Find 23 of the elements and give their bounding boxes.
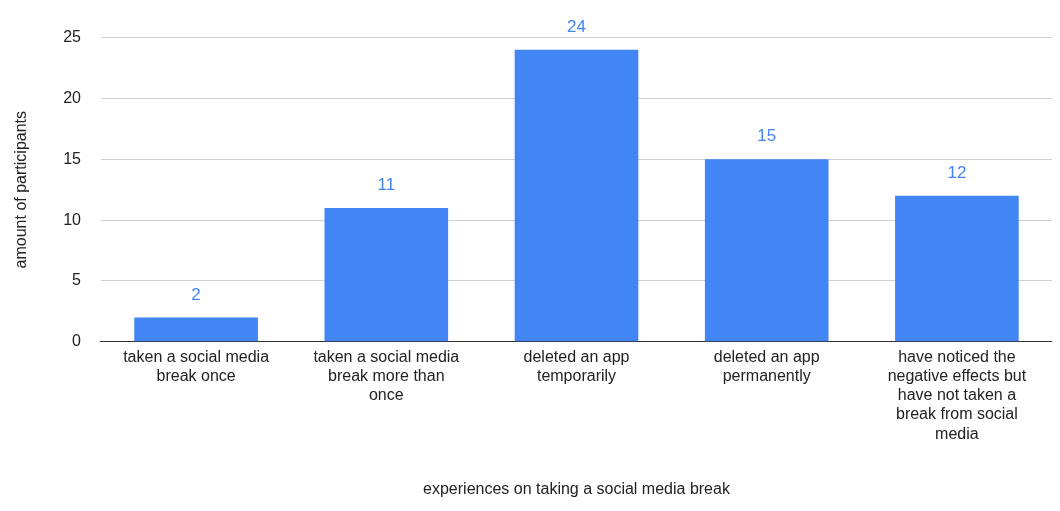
bar [324, 207, 449, 342]
y-tick-label: 5 [72, 271, 82, 289]
data-label: 12 [947, 162, 967, 182]
x-axis-title: experiences on taking a social media break [423, 479, 731, 497]
data-label: 11 [377, 175, 396, 195]
x-tick-label: deleted an app permanently [713, 347, 820, 385]
x-tick-label: have noticed the negative effects but have not taken a break from social media [887, 347, 1027, 442]
y-tick-label: 20 [63, 88, 82, 106]
bar [514, 49, 639, 342]
x-tick-label: taken a social media break more than once [313, 347, 460, 404]
y-tick-label: 0 [72, 332, 82, 350]
x-tick-label: deleted an app temporarily [523, 347, 630, 385]
x-tick-label: taken a social media break once [123, 347, 270, 385]
data-label: 2 [191, 284, 201, 304]
bar [895, 195, 1019, 342]
bar [704, 159, 829, 342]
y-tick-label: 15 [63, 149, 82, 167]
data-label: 15 [757, 126, 777, 146]
y-axis-title: amount of participants [12, 110, 30, 269]
data-label: 24 [567, 16, 586, 36]
y-tick-label: 10 [63, 210, 82, 228]
bar [134, 317, 258, 342]
y-tick-label: 25 [63, 28, 82, 46]
